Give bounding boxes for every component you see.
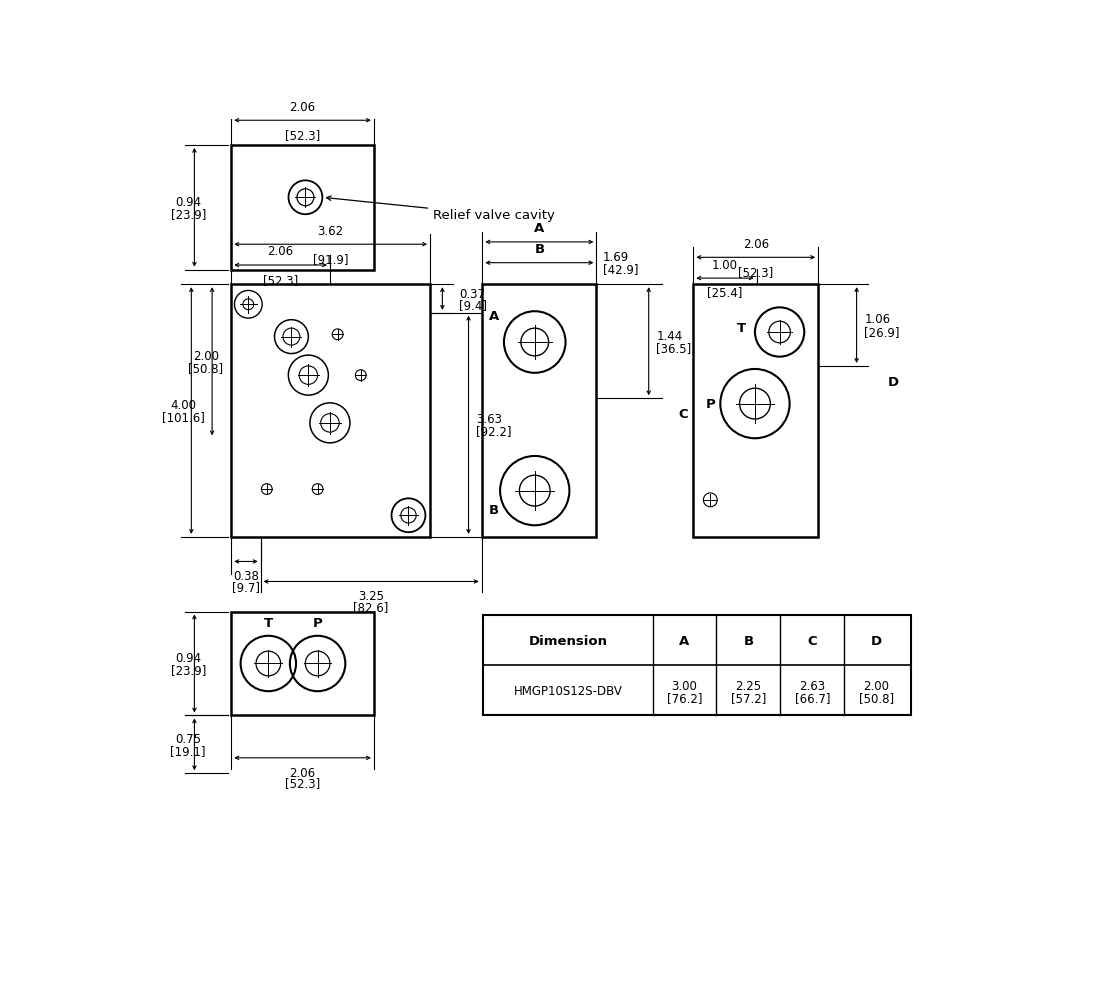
Text: [52.3]: [52.3]	[285, 776, 321, 789]
Text: [23.9]: [23.9]	[171, 208, 206, 221]
Text: 2.06: 2.06	[743, 238, 769, 251]
Text: B: B	[744, 634, 754, 647]
Text: Dimension: Dimension	[528, 634, 607, 647]
Text: [50.8]: [50.8]	[858, 691, 894, 704]
Text: [101.6]: [101.6]	[162, 411, 205, 424]
Bar	[231, 145, 374, 271]
Text: 0.94: 0.94	[175, 196, 202, 209]
Text: P: P	[313, 616, 323, 629]
Text: 2.06: 2.06	[290, 100, 315, 113]
Text: 0.75: 0.75	[175, 732, 202, 745]
Text: 2.06: 2.06	[268, 245, 294, 258]
Text: 3.63: 3.63	[476, 412, 503, 425]
Text: [91.9]: [91.9]	[313, 253, 348, 266]
Text: 0.37: 0.37	[460, 288, 485, 301]
Text: P: P	[705, 398, 715, 410]
Text: C: C	[808, 634, 818, 647]
Text: [42.9]: [42.9]	[603, 263, 638, 276]
Text: 2.25: 2.25	[735, 679, 761, 692]
Text: A: A	[534, 222, 544, 235]
Text: 3.25: 3.25	[358, 590, 383, 603]
Text: [19.1]: [19.1]	[171, 744, 206, 757]
Text: A: A	[488, 309, 499, 322]
Text: [25.4]: [25.4]	[707, 286, 743, 299]
Text: D: D	[871, 634, 882, 647]
Text: 2.00: 2.00	[863, 679, 889, 692]
Text: B: B	[488, 504, 499, 517]
Text: D: D	[887, 376, 898, 389]
Text: 2.06: 2.06	[290, 765, 315, 778]
Text: 0.94: 0.94	[175, 651, 202, 664]
Text: [26.9]: [26.9]	[864, 325, 900, 338]
Text: 3.62: 3.62	[317, 225, 344, 238]
Text: [23.9]: [23.9]	[171, 663, 206, 676]
Text: [66.7]: [66.7]	[795, 691, 830, 704]
Text: C: C	[678, 408, 688, 421]
Text: [36.5]: [36.5]	[657, 342, 692, 354]
Text: [52.3]: [52.3]	[285, 128, 321, 141]
Bar	[693, 285, 818, 538]
Bar	[231, 285, 430, 538]
Text: 2.00: 2.00	[193, 349, 219, 362]
Text: [57.2]: [57.2]	[731, 691, 766, 704]
Text: 1.44: 1.44	[657, 329, 682, 342]
Text: T: T	[263, 616, 273, 629]
Text: [52.3]: [52.3]	[263, 274, 299, 287]
Text: 3.00: 3.00	[671, 679, 698, 692]
Text: A: A	[680, 634, 690, 647]
Text: 4.00: 4.00	[171, 398, 196, 411]
Bar	[483, 616, 910, 716]
Text: [9.4]: [9.4]	[460, 299, 487, 312]
Text: [9.7]: [9.7]	[233, 581, 260, 594]
Text: HMGP10S12S-DBV: HMGP10S12S-DBV	[514, 684, 623, 697]
Text: [50.8]: [50.8]	[188, 361, 224, 374]
Text: [82.6]: [82.6]	[353, 601, 388, 614]
Text: 1.00: 1.00	[712, 259, 738, 272]
Text: 1.06: 1.06	[864, 313, 890, 326]
Bar	[231, 612, 374, 716]
Text: [92.2]: [92.2]	[476, 425, 511, 438]
Text: 2.63: 2.63	[799, 679, 825, 692]
Text: Relief valve cavity: Relief valve cavity	[326, 197, 555, 223]
Text: T: T	[736, 322, 746, 335]
Bar	[483, 285, 596, 538]
Text: 1.69: 1.69	[603, 251, 629, 264]
Text: B: B	[534, 243, 544, 256]
Text: 0.38: 0.38	[233, 570, 259, 583]
Text: [52.3]: [52.3]	[738, 266, 774, 279]
Text: [76.2]: [76.2]	[667, 691, 702, 704]
